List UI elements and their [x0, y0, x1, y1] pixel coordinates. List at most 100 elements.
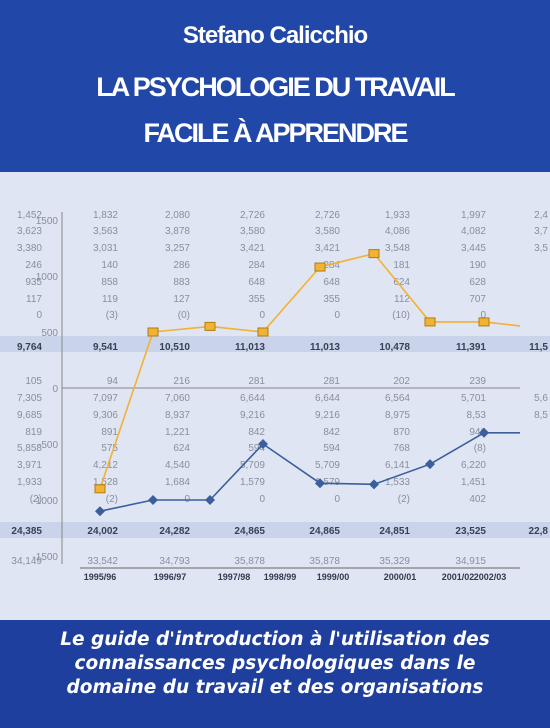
table-cell: 23,525: [455, 526, 486, 537]
table-cell: 0: [259, 494, 265, 505]
table-cell: (2): [106, 494, 118, 505]
table-cell: 1,933: [385, 210, 410, 221]
table-cell: 24,282: [159, 526, 190, 537]
table-cell: 8,937: [165, 410, 190, 421]
table-cell: 3,7: [534, 226, 548, 237]
table-cell: 355: [248, 294, 265, 305]
data-point-orange: [314, 262, 326, 272]
data-point-blue: [205, 495, 215, 505]
table-cell: (10): [392, 310, 410, 321]
table-cell: (0): [178, 310, 190, 321]
data-point-orange: [424, 317, 436, 327]
table-cell: 819: [25, 427, 42, 438]
table-cell: 9,541: [93, 342, 118, 353]
table-cell: 1,452: [17, 210, 42, 221]
data-point-orange: [147, 327, 159, 337]
table-cell: 94: [107, 376, 119, 387]
table-cell: 281: [323, 376, 340, 387]
table-cell: 2,726: [315, 210, 340, 221]
subtitle-line-2: connaissances psychologiques dans le: [74, 653, 476, 674]
table-cell: 9,216: [315, 410, 340, 421]
book-subtitle: Le guide d'introduction à l'utilisation …: [18, 628, 532, 700]
table-cell: 5,6: [534, 393, 548, 404]
data-point-blue: [369, 479, 379, 490]
author-name: Stefano Calicchio: [182, 22, 368, 49]
table-cell: 9,216: [240, 410, 265, 421]
table-cell: 3,563: [93, 226, 118, 237]
data-point-blue: [425, 459, 435, 470]
table-cell: 842: [323, 427, 340, 438]
table-cell: 3,445: [461, 243, 486, 254]
data-point-orange: [478, 317, 490, 327]
table-cell: 119: [102, 294, 118, 305]
table-cell: 624: [173, 443, 190, 454]
table-cell: 0: [334, 310, 340, 321]
table-cell: 8,5: [534, 410, 548, 421]
table-cell: 34,793: [159, 556, 190, 567]
table-cell: 9,306: [93, 410, 118, 421]
y-tick-label: -1000: [32, 496, 58, 507]
table-cell: 0: [480, 310, 486, 321]
table-cell: 1,997: [461, 210, 486, 221]
x-tick-label: 1999/00: [317, 572, 350, 582]
table-cell: 624: [393, 277, 410, 288]
table-cell: 1,684: [165, 477, 190, 488]
y-tick-label: -1500: [32, 552, 58, 563]
table-cell: 3,257: [165, 243, 190, 254]
table-cell: 355: [323, 294, 340, 305]
table-cell: 22,8: [529, 526, 549, 537]
data-point-orange: [368, 249, 380, 259]
data-point-orange: [257, 327, 269, 337]
table-cell: 2,4: [534, 210, 548, 221]
line-chart: 1500 1000 500 0 -500 -1000 -1500 1,452 3,623 3,38…: [0, 210, 550, 582]
x-tick-label: 1996/97: [154, 572, 187, 582]
table-cell: (2): [30, 494, 42, 505]
table-cell: 140: [101, 260, 118, 271]
table-cell: 0: [36, 310, 42, 321]
table-cell: 946: [469, 427, 486, 438]
row-stripe: [0, 336, 550, 352]
y-tick-label: 1500: [36, 216, 59, 227]
subtitle-line-3: domaine du travail et des organisations: [66, 677, 484, 698]
table-cell: 3,580: [240, 226, 265, 237]
table-cell: 858: [101, 277, 118, 288]
x-tick-label: 1997/98: [218, 572, 251, 582]
table-cell: 34,915: [455, 556, 486, 567]
subtitle-band: [0, 620, 550, 728]
table-cell: 181: [393, 260, 410, 271]
table-cell: 4,540: [165, 460, 190, 471]
table-cell: 5,709: [240, 460, 265, 471]
table-cell: 11,5: [529, 342, 548, 353]
table-cell: 1,221: [165, 427, 190, 438]
table-cell: 9,764: [17, 342, 42, 353]
table-cell: 34,149: [11, 556, 42, 567]
table-cell: 628: [469, 277, 486, 288]
table-cell: 24,865: [309, 526, 340, 537]
table-cell: 7,060: [165, 393, 190, 404]
table-cell: 35,878: [234, 556, 265, 567]
table-cell: 707: [469, 294, 486, 305]
table-cell: 2,726: [240, 210, 265, 221]
table-cell: 0: [259, 310, 265, 321]
title-band: [0, 0, 550, 172]
table-cell: 6,564: [385, 393, 410, 404]
table-cell: 3,5: [534, 243, 548, 254]
x-tick-label: 2002/03: [474, 572, 507, 582]
table-cell: 10,510: [159, 342, 190, 353]
table-cell: 24,851: [379, 526, 410, 537]
table-cell: 3,623: [17, 226, 42, 237]
table-cell: 0: [334, 494, 340, 505]
table-cell: 6,141: [385, 460, 410, 471]
row-stripe: [0, 522, 550, 538]
table-cell: 8,975: [385, 410, 410, 421]
table-cell: 5,709: [315, 460, 340, 471]
table-cell: 5,858: [17, 443, 42, 454]
table-cell: 842: [248, 427, 265, 438]
table-cell: 284: [248, 260, 265, 271]
table-cell: 117: [26, 294, 42, 305]
table-cell: 11,013: [310, 342, 340, 353]
table-cell: 127: [173, 294, 190, 305]
data-point-blue: [479, 427, 489, 438]
data-point-blue: [315, 478, 325, 489]
table-cell: 3,421: [315, 243, 340, 254]
